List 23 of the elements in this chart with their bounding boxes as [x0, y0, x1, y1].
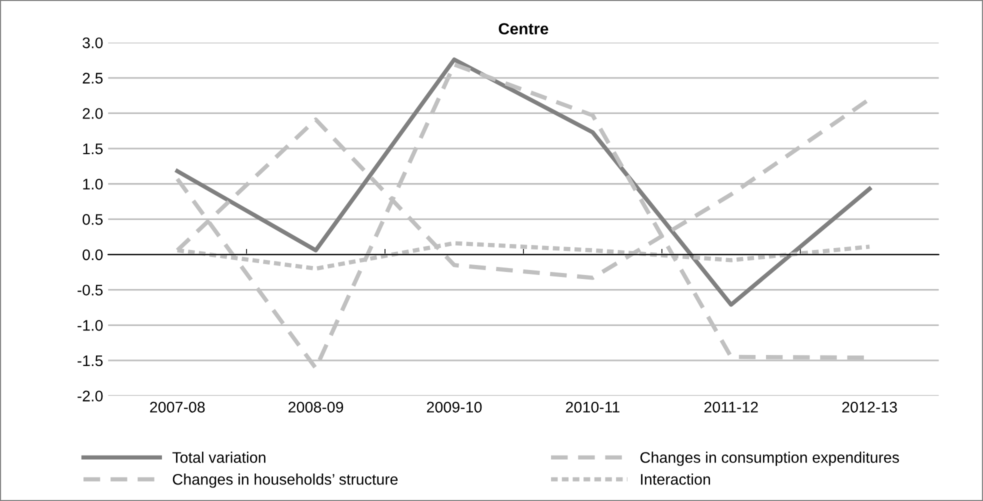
legend-label: Changes in households’ structure — [172, 474, 398, 488]
y-tick-label: 2.0 — [82, 108, 103, 119]
y-tick-label: 1.0 — [83, 178, 103, 190]
y-tick-label: -1.5 — [78, 355, 103, 366]
y-tick-label: 0.5 — [82, 214, 103, 225]
legend-label: Changes in consumption expenditures — [640, 452, 899, 466]
legend-label: Interaction — [641, 474, 710, 485]
y-tick-label: 2.5 — [82, 72, 103, 84]
y-tick-label: 3.0 — [82, 37, 103, 48]
y-tick-label: -1.0 — [78, 320, 103, 331]
y-tick-label: 1.5 — [83, 144, 103, 154]
x-tick-label: 2011-12 — [704, 402, 758, 413]
x-tick-label: 2008-09 — [288, 402, 344, 413]
x-tick-label: 2012-13 — [842, 402, 897, 413]
legend-label: Total variation — [172, 452, 266, 463]
y-tick-label: 0.0 — [82, 249, 103, 260]
y-tick-label: -2.0 — [78, 390, 103, 402]
line-series — [175, 57, 872, 307]
x-tick-label: 2007-08 — [150, 402, 205, 413]
x-tick-label: 2009-10 — [426, 402, 482, 413]
y-tick-label: -0.5 — [78, 284, 103, 296]
x-tick-label: 2010-11 — [566, 402, 620, 413]
chart-title: Centre — [498, 23, 548, 34]
